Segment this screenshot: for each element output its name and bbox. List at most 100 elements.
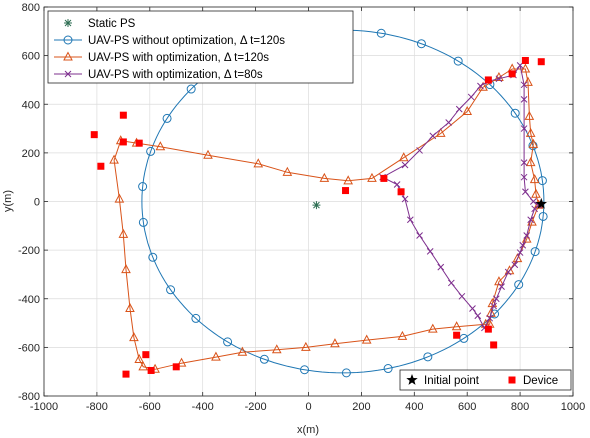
x-axis-label: x(m)	[297, 424, 319, 436]
series-marker	[301, 341, 311, 351]
device-marker	[342, 187, 350, 195]
series-marker	[138, 182, 148, 192]
series-marker	[519, 241, 527, 249]
series-marker	[138, 217, 148, 227]
series-marker	[486, 314, 494, 322]
legend-initial-point-icon	[406, 374, 418, 385]
series-marker	[118, 228, 129, 238]
device-marker	[147, 366, 155, 374]
initial-point-marker	[535, 197, 547, 209]
series-marker	[191, 313, 201, 323]
series-marker	[524, 110, 535, 120]
series-marker	[376, 28, 386, 38]
series-marker	[504, 268, 512, 276]
series-marker	[525, 157, 536, 167]
series-marker	[520, 81, 528, 89]
device-marker	[397, 188, 405, 196]
y-tick-label: -800	[18, 391, 40, 403]
series-marker	[537, 176, 547, 186]
series-marker	[511, 261, 519, 269]
series-marker	[429, 132, 437, 140]
x-tick-label: 200	[352, 401, 370, 413]
series-marker	[129, 332, 139, 342]
series-marker	[186, 84, 196, 94]
series-marker	[495, 75, 503, 83]
series-marker	[300, 365, 310, 375]
series-marker	[114, 193, 125, 203]
series-marker	[426, 247, 434, 255]
series-marker	[529, 198, 537, 205]
legend-marker	[63, 35, 73, 45]
x-tick-label: 0	[305, 401, 311, 413]
series-marker	[162, 113, 172, 123]
device-marker	[97, 162, 105, 170]
legend-box	[47, 10, 354, 84]
device-marker	[172, 363, 180, 371]
series-marker	[469, 305, 476, 312]
device-marker	[119, 111, 127, 119]
series-marker	[525, 127, 536, 137]
series-marker	[462, 105, 473, 116]
x-tick-label: 400	[405, 401, 423, 413]
y-tick-labels: -800 -600 -400 -200 0 200 400 600 800	[18, 2, 40, 403]
series-marker	[437, 263, 445, 271]
series-marker	[435, 127, 446, 137]
series-marker	[514, 280, 524, 290]
legend2-box	[399, 369, 572, 391]
series-marker	[528, 138, 539, 148]
series-marker	[401, 161, 409, 169]
series-marker	[467, 93, 475, 101]
series-marker	[455, 105, 463, 113]
legend-label: UAV-PS with optimization, Δ t=120s	[88, 52, 269, 64]
y-axis-label: y(m)	[2, 190, 14, 212]
series-marker	[383, 364, 393, 374]
legend-marker	[64, 19, 72, 27]
series-marker	[416, 39, 426, 49]
x-tick-labels: -1000 -800 -600 -400 -200 0 200 400 600 800 1000	[30, 401, 585, 413]
legend-initial-point-label: Initial point	[424, 375, 480, 387]
x-tick-label: -200	[245, 401, 267, 413]
series-marker	[520, 159, 528, 166]
device-marker	[521, 56, 529, 64]
series-marker	[523, 232, 531, 239]
series-marker	[510, 108, 520, 118]
legend-label: Static PS	[88, 18, 136, 30]
series-marker	[138, 361, 149, 371]
series-marker	[520, 125, 528, 132]
series-marker	[416, 232, 423, 239]
series-1	[312, 201, 321, 210]
series-marker	[367, 172, 377, 182]
series-marker	[166, 285, 176, 295]
series-marker	[494, 276, 504, 286]
legend-label: UAV-PS with optimization, Δ t=80s	[88, 69, 263, 81]
x-tick-label: -600	[139, 401, 161, 413]
series-marker	[477, 82, 484, 90]
series-marker	[125, 302, 135, 312]
series-line	[141, 29, 545, 374]
series-marker	[146, 146, 156, 156]
series-layer	[90, 25, 548, 378]
x-tick-label: -400	[192, 401, 214, 413]
device-marker	[537, 58, 545, 66]
series-marker	[521, 233, 532, 243]
legend: Static PS UAV-PS without optimization, Δ …	[47, 10, 354, 84]
series-marker	[237, 346, 248, 356]
device-marker	[508, 70, 516, 78]
y-tick-label: -600	[18, 342, 40, 354]
series-marker	[121, 264, 131, 274]
device-marker	[119, 138, 127, 146]
series-marker	[343, 175, 354, 185]
series-marker	[516, 249, 524, 256]
x-tick-label: -1000	[30, 401, 58, 413]
series-marker	[271, 344, 282, 354]
series-marker	[406, 216, 414, 224]
device-marker	[490, 341, 498, 349]
series-marker	[401, 195, 409, 203]
series-marker	[361, 334, 372, 344]
series-marker	[529, 174, 540, 184]
y-tick-label: 400	[22, 99, 40, 111]
series-marker	[341, 368, 351, 378]
series-marker	[520, 96, 528, 103]
device-marker	[90, 131, 98, 139]
